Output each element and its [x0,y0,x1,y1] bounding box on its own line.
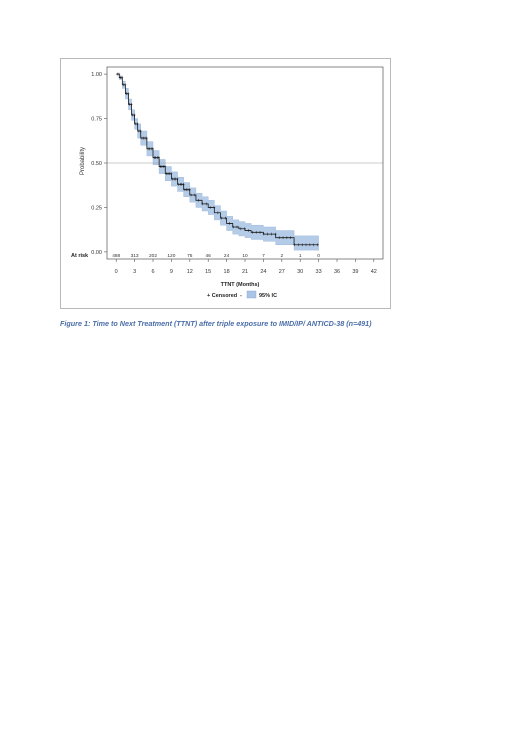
censor-mark [182,182,185,186]
censor-mark [239,227,243,231]
y-tick-label: 0.25 [91,205,102,211]
censor-mark [300,243,304,247]
at-risk-count: 75 [187,253,193,259]
x-tick-label: 6 [151,269,154,275]
censor-mark [297,243,300,247]
censor-mark [312,243,315,247]
censor-mark [262,232,266,236]
censor-mark [117,72,121,76]
censor-mark [231,225,235,229]
censor-mark [274,232,277,236]
censor-mark [130,102,133,106]
legend-separator: - [240,293,242,299]
chart-frame: 0.00 0.25 0.50 0.75 1.00 0 3 6 9 12 15 18 21 24 27 30 3… [60,58,391,309]
censor-mark [163,165,167,168]
x-tick-label: 36 [334,269,340,275]
censor-mark [205,202,208,206]
x-tick-label: 3 [133,269,136,275]
censor-mark [285,236,289,240]
censor-mark [254,230,258,234]
censor-mark [188,188,191,192]
censor-mark [126,92,130,96]
at-risk-count: 0 [317,253,320,259]
y-tick-label: 1.00 [91,72,102,78]
x-tick-label: 42 [371,269,377,275]
y-axis-label: Probability [80,147,86,175]
x-tick-label: 27 [279,269,285,275]
x-tick-label: 15 [205,269,211,275]
censor-mark [212,206,216,209]
censor-mark [304,243,308,247]
censor-mark [224,216,227,220]
x-tick-label: 12 [187,269,193,275]
censor-mark [251,230,254,234]
censor-mark [289,236,292,240]
x-tick-label: 33 [316,269,322,275]
at-risk-count: 313 [131,253,139,259]
legend-censored-label: + Censored [207,293,237,299]
censor-mark [151,147,154,151]
censor-mark [120,76,124,80]
x-tick-label: 39 [352,269,358,275]
x-tick-label: 30 [297,269,303,275]
figure-caption: Figure 1: Time to Next Treatment (TTNT) … [60,319,372,328]
at-risk-count: 10 [242,253,248,259]
censor-mark [201,202,204,206]
at-risk-count: 24 [224,253,230,259]
x-axis-label: TTNT (Months) [221,282,260,288]
ci-band [116,73,319,251]
at-risk-count: 7 [262,253,265,259]
censor-mark [316,243,319,247]
censor-mark [266,232,269,236]
censor-mark [133,113,136,117]
censor-mark [243,227,246,231]
at-risk-count: 120 [167,253,175,259]
censor-mark [308,243,312,247]
censor-mark [157,156,161,160]
km-chart: 0.000.250.500.751.00 0 3 6 9 12 15 18 21 24 27 30 3… [71,66,384,299]
at-risk-count: 1 [299,253,302,259]
y-tick-label: 0.00 [91,250,102,256]
x-tick-label: 18 [224,269,230,275]
x-tick-label: 9 [170,269,173,275]
y-tick-label: 0.75 [91,117,102,123]
at-risk-count: 202 [149,253,157,259]
x-tick-label: 21 [242,269,248,275]
legend-ci-swatch [246,290,257,299]
censor-mark [293,243,296,247]
x-tick-label: 0 [115,269,118,275]
censor-mark [235,225,239,229]
censor-mark [197,198,200,202]
censor-mark [208,206,212,209]
at-risk-count: 2 [280,253,283,259]
censor-mark [247,229,250,232]
at-risk-count: 46 [206,253,212,259]
legend-ci-label: 95% IC [259,293,277,299]
censor-mark [145,136,148,140]
legend: + Censored - 95% IC [207,290,277,299]
censor-mark [139,129,142,133]
censor-mark [258,230,262,234]
y-tick-label: 0.50 [91,161,102,167]
censor-mark [193,193,197,197]
censor-mark [176,177,179,181]
x-tick-label: 24 [260,269,266,275]
censor-mark [281,236,285,240]
censor-mark [216,211,220,215]
censor-mark [228,222,231,225]
censor-mark [277,236,281,240]
at-risk-count: 488 [112,253,120,259]
censor-mark [169,172,173,176]
censor-mark [136,122,139,126]
censor-mark [270,232,273,236]
censor-mark [189,193,193,197]
at-risk-label: At risk [71,253,89,259]
censor-mark [123,83,127,87]
censor-mark [220,216,223,220]
